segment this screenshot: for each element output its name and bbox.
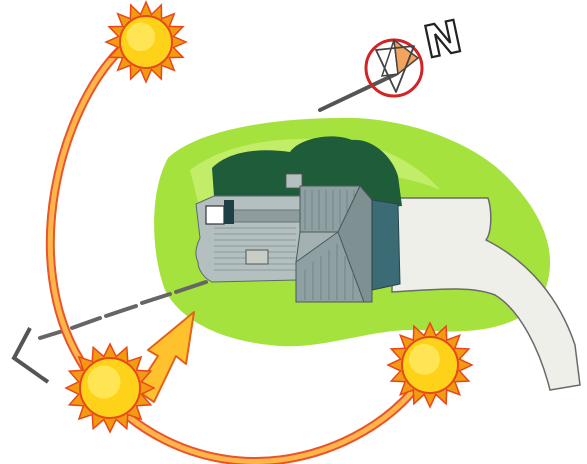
- midday-sun: [64, 342, 156, 434]
- roof-box: [285, 173, 303, 189]
- sunset-sun: [386, 321, 474, 409]
- suns-layer: [64, 0, 474, 434]
- sight-line-arrowhead-inner: [19, 333, 45, 377]
- compass-pointer-tip: [375, 45, 415, 93]
- compass: N: [318, 10, 467, 112]
- chimney-shadow: [224, 200, 234, 224]
- sun-path-arc-fill: [47, 48, 428, 464]
- sunset-sun-highlight: [409, 344, 440, 375]
- sight-line-arrowhead: [11, 327, 50, 384]
- sunrise-sun-highlight: [126, 22, 156, 52]
- sunrise-sun: [104, 0, 188, 84]
- driveway: [391, 197, 581, 391]
- sun-direction-arrow: [135, 311, 195, 403]
- north-label: N: [420, 11, 467, 69]
- house: [195, 173, 401, 303]
- compass-pointer-orange: [393, 38, 420, 76]
- chimney: [205, 205, 225, 225]
- tree-canopy: [212, 136, 402, 210]
- hip-roof-hatching: [304, 190, 355, 300]
- garage-shadow: [371, 199, 401, 291]
- compass-needle-stem: [318, 72, 398, 112]
- midday-sun-highlight: [87, 365, 121, 399]
- skylight: [245, 249, 269, 265]
